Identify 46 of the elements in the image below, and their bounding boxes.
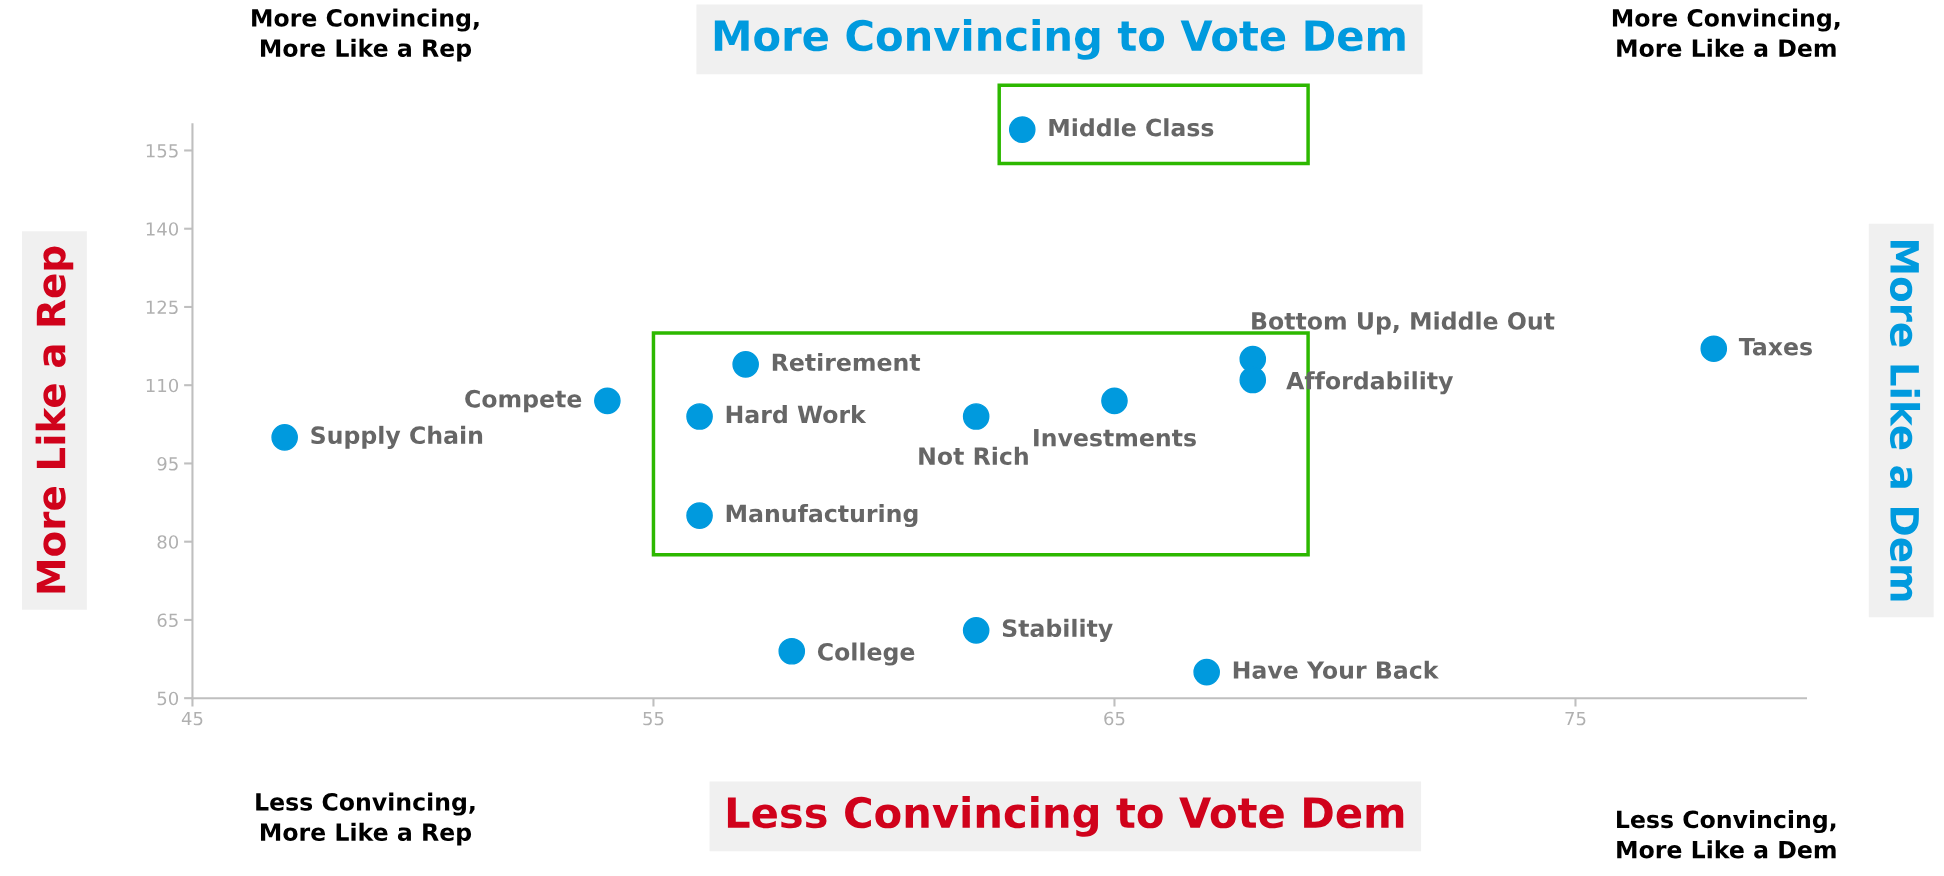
- point: [1239, 366, 1267, 394]
- annotation: Stability: [1002, 618, 1113, 642]
- annotation: Supply Chain: [311, 425, 483, 449]
- text: Less Convincing, More Like a Rep: [256, 792, 475, 846]
- point: [686, 403, 713, 430]
- text: More Convincing to Vote Dem: [714, 19, 1405, 60]
- annotation: Middle Class: [1049, 118, 1214, 137]
- text: More Like a Rep: [35, 246, 74, 593]
- y-tick-label: 155: [146, 144, 178, 158]
- point: [1101, 387, 1128, 415]
- x-tick-label: 55: [643, 711, 664, 726]
- y-tick-label: 110: [146, 378, 179, 393]
- annotation: College: [817, 642, 915, 666]
- point: [962, 403, 990, 430]
- point: [962, 617, 990, 644]
- annotation: Not Rich: [919, 446, 1028, 466]
- annotation: Bottom Up, Middle Out: [1252, 311, 1555, 335]
- point: [732, 351, 759, 378]
- y-tick-label: 125: [146, 300, 178, 315]
- y-tick-label: 80: [157, 535, 179, 549]
- point: [686, 502, 713, 529]
- point: [594, 387, 621, 415]
- text: More Convincing, More Like a Rep: [252, 8, 479, 62]
- text: Less Convincing to Vote Dem: [727, 796, 1404, 837]
- annotation: Retirement: [772, 352, 921, 372]
- annotation: Compete: [465, 389, 582, 413]
- y-tick-label: 95: [157, 456, 178, 471]
- y-tick-label: 50: [157, 691, 179, 706]
- annotation: Have Your Back: [1233, 660, 1439, 679]
- x-tick-label: 45: [181, 711, 203, 726]
- x-tick-label: 75: [1565, 711, 1586, 726]
- y-tick-label: 140: [146, 222, 179, 236]
- point: [271, 424, 298, 451]
- point: [1008, 116, 1036, 143]
- text: More Convincing, More Like a Dem: [1612, 8, 1840, 57]
- annotation: Investments: [1034, 429, 1196, 447]
- text: Less Convincing, More Like a Dem: [1617, 810, 1836, 859]
- annotation: Hard Work: [726, 405, 867, 424]
- y-tick-label: 65: [157, 613, 178, 628]
- annotation: Taxes: [1738, 337, 1812, 356]
- text: More Like a Dem: [1889, 240, 1921, 601]
- point: [778, 637, 806, 665]
- x-tick-label: 65: [1104, 711, 1125, 726]
- point: [1193, 658, 1220, 686]
- point: [1700, 335, 1728, 362]
- annotation: Manufacturing: [726, 504, 918, 528]
